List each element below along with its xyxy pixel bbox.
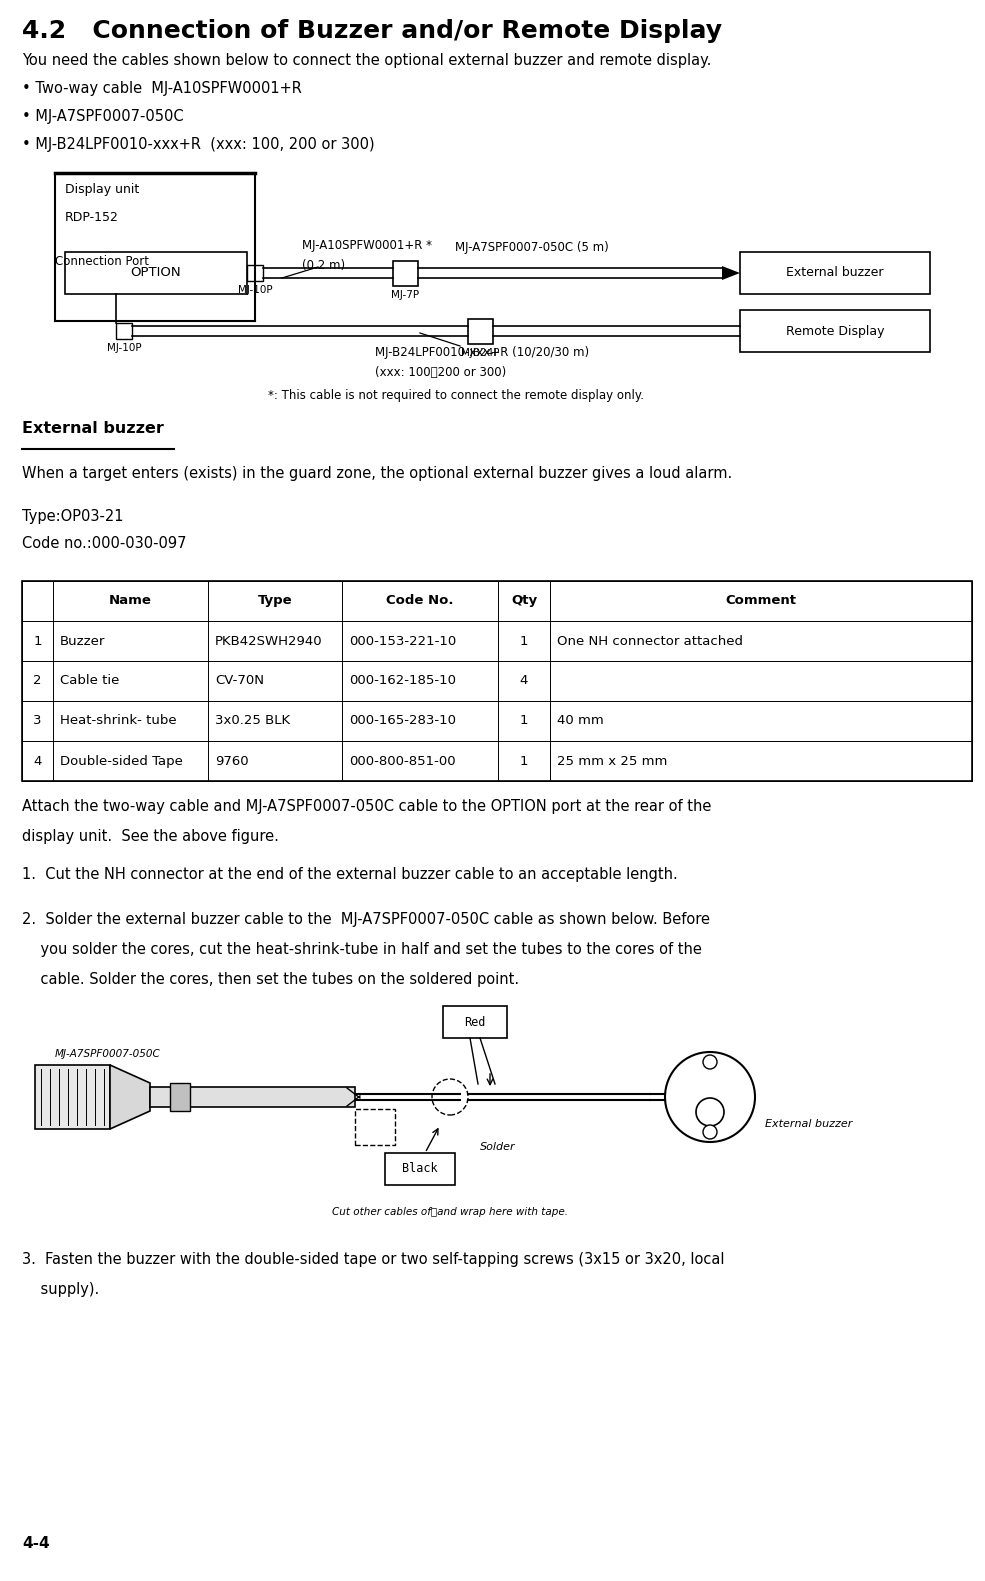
- Text: Attach the two-way cable and MJ-A7SPF0007-050C cable to the OPTION port at the r: Attach the two-way cable and MJ-A7SPF000…: [22, 798, 711, 814]
- Bar: [116, 323, 132, 338]
- Text: Buzzer: Buzzer: [60, 634, 105, 648]
- Bar: [740, 251, 930, 294]
- Text: 1: 1: [520, 634, 528, 648]
- Text: 3.  Fasten the buzzer with the double-sided tape or two self-tapping screws (3x1: 3. Fasten the buzzer with the double-sid…: [22, 1252, 725, 1266]
- Text: Code no.:000-030-097: Code no.:000-030-097: [22, 536, 186, 552]
- Text: MJ-A7SPF0007-050C: MJ-A7SPF0007-050C: [55, 1050, 161, 1059]
- Text: Type:OP03-21: Type:OP03-21: [22, 509, 123, 523]
- Text: (xxx: 100、200 or 300): (xxx: 100、200 or 300): [375, 365, 506, 379]
- Text: 000-162-185-10: 000-162-185-10: [349, 675, 456, 688]
- Text: 1.  Cut the NH connector at the end of the external buzzer cable to an acceptabl: 1. Cut the NH connector at the end of th…: [22, 866, 678, 882]
- Text: 3: 3: [33, 715, 41, 727]
- Text: 2.  Solder the external buzzer cable to the  MJ-A7SPF0007-050C cable as shown be: 2. Solder the external buzzer cable to t…: [22, 912, 710, 926]
- Text: Qty: Qty: [511, 594, 537, 607]
- Text: Cable tie: Cable tie: [60, 675, 119, 688]
- Text: 000-800-851-00: 000-800-851-00: [349, 754, 456, 767]
- Text: 1: 1: [520, 754, 528, 767]
- Text: • MJ-A7SPF0007-050C: • MJ-A7SPF0007-050C: [22, 109, 183, 123]
- Text: MJ-A10SPFW0001+R *: MJ-A10SPFW0001+R *: [302, 239, 432, 251]
- Text: 4: 4: [520, 675, 528, 688]
- Text: 1: 1: [33, 634, 41, 648]
- Bar: [22, 741, 972, 781]
- Text: Solder: Solder: [480, 1141, 515, 1153]
- Text: External buzzer: External buzzer: [786, 267, 884, 280]
- Text: Display unit: Display unit: [65, 183, 139, 196]
- Text: 000-165-283-10: 000-165-283-10: [349, 715, 456, 727]
- Bar: [22, 700, 972, 741]
- Bar: [443, 1006, 507, 1039]
- Bar: [355, 1108, 395, 1145]
- Text: Connection Port: Connection Port: [55, 255, 149, 269]
- Text: CV-70N: CV-70N: [215, 675, 264, 688]
- Text: MJB24P: MJB24P: [461, 348, 499, 359]
- Text: Heat-shrink- tube: Heat-shrink- tube: [60, 715, 176, 727]
- Text: Double-sided Tape: Double-sided Tape: [60, 754, 183, 767]
- Text: (0.2 m): (0.2 m): [302, 259, 345, 272]
- Text: When a target enters (exists) in the guard zone, the optional external buzzer gi: When a target enters (exists) in the gua…: [22, 466, 732, 481]
- Text: External buzzer: External buzzer: [22, 421, 164, 436]
- Bar: [392, 261, 418, 286]
- Text: MJ-10P: MJ-10P: [106, 343, 141, 353]
- Text: 1: 1: [520, 715, 528, 727]
- Text: Code No.: Code No.: [386, 594, 454, 607]
- Bar: [740, 310, 930, 353]
- Text: display unit.  See the above figure.: display unit. See the above figure.: [22, 828, 279, 844]
- Text: 4.2   Connection of Buzzer and/or Remote Display: 4.2 Connection of Buzzer and/or Remote D…: [22, 19, 722, 43]
- Circle shape: [703, 1055, 717, 1069]
- Text: MJ-7P: MJ-7P: [391, 291, 419, 300]
- Text: Type: Type: [258, 594, 293, 607]
- Text: Cut other cables of，and wrap here with tape.: Cut other cables of，and wrap here with t…: [332, 1206, 568, 1217]
- Text: • Two-way cable  MJ-A10SPFW0001+R: • Two-way cable MJ-A10SPFW0001+R: [22, 81, 301, 96]
- Text: Name: Name: [109, 594, 152, 607]
- Bar: [22, 621, 972, 661]
- Text: MJ-10P: MJ-10P: [237, 285, 272, 296]
- Bar: [170, 1083, 190, 1111]
- Bar: [65, 251, 247, 294]
- Text: you solder the cores, cut the heat-shrink-tube in half and set the tubes to the : you solder the cores, cut the heat-shrin…: [22, 942, 702, 957]
- Circle shape: [432, 1078, 468, 1115]
- Text: 4: 4: [33, 754, 41, 767]
- Bar: [22, 580, 972, 621]
- Text: MJ-B24LPF0010-xxx+R (10/20/30 m): MJ-B24LPF0010-xxx+R (10/20/30 m): [375, 346, 589, 359]
- Bar: [35, 1066, 110, 1129]
- Bar: [468, 318, 492, 343]
- Text: 4-4: 4-4: [22, 1537, 49, 1551]
- Text: 000-153-221-10: 000-153-221-10: [349, 634, 456, 648]
- Text: Comment: Comment: [726, 594, 797, 607]
- Text: supply).: supply).: [22, 1282, 99, 1296]
- Circle shape: [703, 1126, 717, 1138]
- Text: • MJ-B24LPF0010-xxx+R  (xxx: 100, 200 or 300): • MJ-B24LPF0010-xxx+R (xxx: 100, 200 or …: [22, 138, 374, 152]
- Text: MJ-A7SPF0007-050C (5 m): MJ-A7SPF0007-050C (5 m): [455, 240, 609, 255]
- Text: Black: Black: [402, 1162, 437, 1176]
- Bar: [247, 266, 263, 281]
- Text: 9760: 9760: [215, 754, 248, 767]
- Text: RDP-152: RDP-152: [65, 210, 119, 225]
- Text: Red: Red: [464, 1015, 486, 1029]
- Bar: [22, 661, 972, 700]
- Text: 3x0.25 BLK: 3x0.25 BLK: [215, 715, 291, 727]
- Text: You need the cables shown below to connect the optional external buzzer and remo: You need the cables shown below to conne…: [22, 54, 711, 68]
- Bar: [150, 1088, 355, 1107]
- Circle shape: [665, 1051, 755, 1141]
- Text: *: This cable is not required to connect the remote display only.: *: This cable is not required to connect…: [268, 389, 644, 402]
- Polygon shape: [110, 1066, 150, 1129]
- Polygon shape: [722, 266, 740, 280]
- Text: OPTION: OPTION: [131, 267, 181, 280]
- Bar: [385, 1153, 455, 1186]
- Text: 40 mm: 40 mm: [557, 715, 604, 727]
- Text: cable. Solder the cores, then set the tubes on the soldered point.: cable. Solder the cores, then set the tu…: [22, 972, 519, 987]
- Text: External buzzer: External buzzer: [765, 1119, 852, 1129]
- Circle shape: [696, 1097, 724, 1126]
- Text: PKB42SWH2940: PKB42SWH2940: [215, 634, 323, 648]
- Text: Remote Display: Remote Display: [786, 324, 885, 337]
- Text: One NH connector attached: One NH connector attached: [557, 634, 743, 648]
- Text: 25 mm x 25 mm: 25 mm x 25 mm: [557, 754, 668, 767]
- Bar: [22, 580, 972, 781]
- Text: 2: 2: [33, 675, 41, 688]
